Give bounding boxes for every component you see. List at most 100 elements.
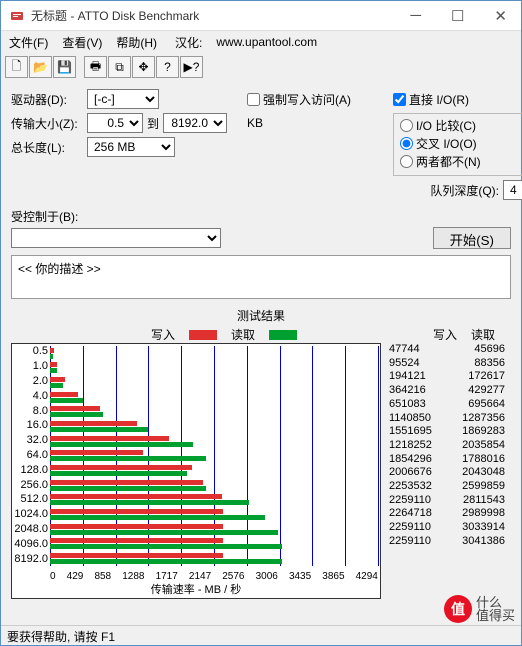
write-bar bbox=[50, 377, 65, 382]
window-title: 无标题 - ATTO Disk Benchmark bbox=[31, 7, 404, 24]
read-bar bbox=[50, 354, 53, 359]
data-row: 20066762043048 bbox=[387, 466, 507, 480]
write-bar bbox=[50, 421, 137, 426]
write-legend-label: 写入 bbox=[151, 326, 175, 343]
io-neither-radio[interactable] bbox=[400, 155, 413, 168]
transfer-label: 传输大小(Z): bbox=[11, 115, 83, 132]
write-bar bbox=[50, 480, 203, 485]
io-options: I/O 比较(C) 交叉 I/O(O) 两者都不(N) bbox=[393, 113, 522, 176]
write-swatch bbox=[189, 330, 217, 340]
data-row: 651083695664 bbox=[387, 398, 507, 412]
data-row: 9552488356 bbox=[387, 357, 507, 371]
write-bar bbox=[50, 553, 223, 558]
read-bar bbox=[50, 427, 148, 432]
data-head-read: 读取 bbox=[471, 326, 495, 343]
data-row: 22591103033914 bbox=[387, 521, 507, 535]
data-row: 22591102811543 bbox=[387, 494, 507, 508]
data-row: 22591103041386 bbox=[387, 535, 507, 549]
controlled-select[interactable] bbox=[11, 228, 221, 248]
save-icon[interactable]: 💾 bbox=[53, 56, 76, 78]
app-icon bbox=[9, 8, 25, 24]
write-bar bbox=[50, 524, 223, 529]
read-legend-label: 读取 bbox=[231, 326, 255, 343]
write-bar bbox=[50, 494, 222, 499]
write-bar bbox=[50, 538, 223, 543]
controlled-label: 受控制于(B): bbox=[11, 208, 78, 225]
y-tick-label: 512.0 bbox=[14, 493, 48, 505]
force-write-checkbox[interactable] bbox=[247, 93, 260, 106]
y-tick-label: 64.0 bbox=[14, 449, 48, 461]
io-overlap-label: 交叉 I/O(O) bbox=[416, 135, 477, 152]
whatsthis-icon[interactable]: ▶? bbox=[180, 56, 203, 78]
read-bar bbox=[50, 442, 193, 447]
write-bar bbox=[50, 450, 143, 455]
write-bar bbox=[50, 406, 100, 411]
read-bar bbox=[50, 398, 83, 403]
y-tick-label: 8.0 bbox=[14, 405, 48, 417]
write-bar bbox=[50, 436, 169, 441]
menu-file[interactable]: 文件(F) bbox=[9, 34, 48, 51]
read-bar bbox=[50, 383, 63, 388]
read-bar bbox=[50, 515, 265, 520]
write-bar bbox=[50, 509, 223, 514]
y-tick-label: 1024.0 bbox=[14, 508, 48, 520]
io-overlap-radio[interactable] bbox=[400, 137, 413, 150]
y-tick-label: 16.0 bbox=[14, 419, 48, 431]
read-swatch bbox=[269, 330, 297, 340]
copy-icon[interactable]: ⧉ bbox=[108, 56, 131, 78]
length-label: 总长度(L): bbox=[11, 139, 83, 156]
drive-select[interactable]: [-c-] bbox=[87, 89, 159, 109]
minimize-button[interactable]: ─ bbox=[404, 5, 427, 27]
new-icon[interactable]: 🗋 bbox=[5, 56, 28, 78]
io-compare-radio[interactable] bbox=[400, 119, 413, 132]
open-icon[interactable]: 📂 bbox=[29, 56, 52, 78]
watermark-icon: 值 bbox=[444, 595, 472, 623]
y-tick-label: 8192.0 bbox=[14, 553, 48, 565]
direct-io-label: 直接 I/O(R) bbox=[409, 91, 469, 108]
menu-view[interactable]: 查看(V) bbox=[62, 34, 102, 51]
data-row: 22647182989998 bbox=[387, 507, 507, 521]
start-button[interactable]: 开始(S) bbox=[433, 227, 511, 249]
force-write-label: 强制写入访问(A) bbox=[263, 91, 351, 108]
print-icon[interactable]: 🖶 bbox=[84, 56, 107, 78]
x-axis-title: 传输速率 - MB / 秒 bbox=[12, 581, 380, 597]
chart: 0.51.02.04.08.016.032.064.0128.0256.0512… bbox=[11, 343, 381, 599]
watermark: 值 什么值得买 bbox=[444, 595, 515, 623]
length-select[interactable]: 256 MB bbox=[87, 137, 175, 157]
description-box[interactable]: << 你的描述 >> bbox=[11, 255, 511, 299]
direct-io-checkbox[interactable] bbox=[393, 93, 406, 106]
read-bar bbox=[50, 486, 206, 491]
data-row: 4774445696 bbox=[387, 343, 507, 357]
close-button[interactable]: ✕ bbox=[488, 5, 513, 27]
data-row: 12182522035854 bbox=[387, 439, 507, 453]
data-table: 4774445696955248835619412117261736421642… bbox=[387, 343, 507, 599]
data-row: 11408501287356 bbox=[387, 412, 507, 426]
y-tick-label: 256.0 bbox=[14, 479, 48, 491]
toolbar: 🗋 📂 💾 🖶 ⧉ ✥ ? ▶? bbox=[1, 53, 521, 81]
transfer-from-select[interactable]: 0.5 bbox=[87, 113, 143, 133]
menu-help[interactable]: 帮助(H) bbox=[116, 34, 157, 51]
help-icon[interactable]: ? bbox=[156, 56, 179, 78]
data-row: 194121172617 bbox=[387, 370, 507, 384]
read-bar bbox=[50, 456, 206, 461]
y-tick-label: 2.0 bbox=[14, 375, 48, 387]
crosshair-icon[interactable]: ✥ bbox=[132, 56, 155, 78]
y-tick-label: 0.5 bbox=[14, 345, 48, 357]
write-bar bbox=[50, 362, 57, 367]
write-bar bbox=[50, 392, 78, 397]
drive-label: 驱动器(D): bbox=[11, 91, 83, 108]
hanhua-link[interactable]: www.upantool.com bbox=[216, 35, 317, 49]
results-title: 测试结果 bbox=[11, 307, 511, 324]
maximize-button[interactable]: ☐ bbox=[445, 5, 470, 27]
transfer-to-select[interactable]: 8192.0 bbox=[163, 113, 227, 133]
read-bar bbox=[50, 544, 282, 549]
y-tick-label: 2048.0 bbox=[14, 523, 48, 535]
hanhua-label: 汉化: bbox=[175, 34, 202, 51]
qdepth-select[interactable]: 4 bbox=[503, 180, 522, 200]
io-compare-label: I/O 比较(C) bbox=[416, 117, 476, 134]
y-tick-label: 32.0 bbox=[14, 434, 48, 446]
io-neither-label: 两者都不(N) bbox=[416, 153, 481, 170]
data-row: 15516951869283 bbox=[387, 425, 507, 439]
status-text: 要获得帮助, 请按 F1 bbox=[7, 630, 115, 644]
transfer-unit: KB bbox=[247, 116, 263, 130]
